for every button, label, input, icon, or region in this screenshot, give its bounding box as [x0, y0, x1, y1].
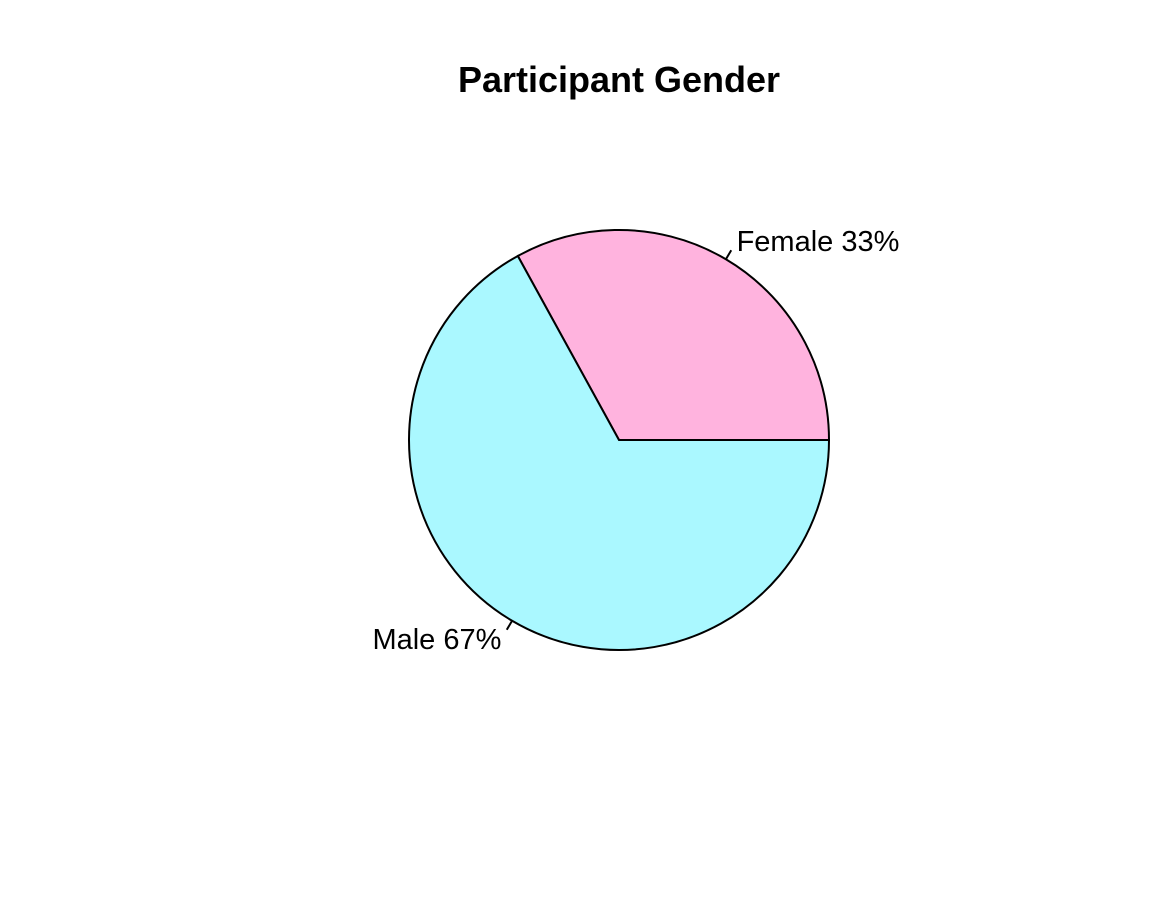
slice-label-female: Female 33%: [737, 226, 900, 258]
slice-label-male: Male 67%: [372, 624, 501, 656]
pie-group: Female 33% Male 67%: [372, 226, 899, 656]
chart-title: Participant Gender: [458, 59, 780, 100]
leader-line-female: [725, 249, 733, 260]
pie-slice-female: [516, 229, 831, 441]
leader-line-male: [505, 620, 513, 631]
